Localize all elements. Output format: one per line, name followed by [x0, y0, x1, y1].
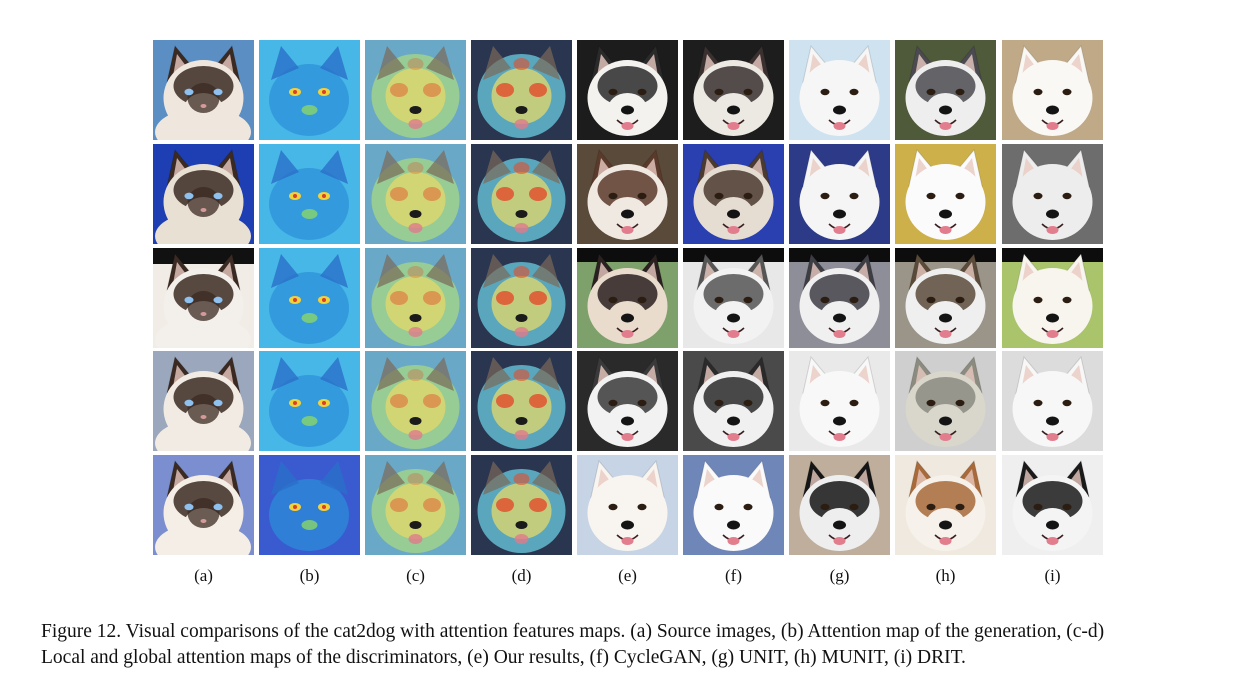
image-tile-cat [153, 248, 254, 348]
image-tile-dog [1002, 455, 1103, 555]
column-label: (d) [511, 566, 532, 585]
image-tile-cat [153, 455, 254, 555]
column-label: (g) [829, 566, 850, 585]
image-tile-dog [683, 248, 784, 348]
image-tile-dog [789, 455, 890, 555]
image-tile-cat [153, 40, 254, 140]
column-label: (h) [935, 566, 956, 585]
image-tile-cat [153, 351, 254, 451]
image-grid [153, 40, 1105, 555]
image-tile-dog [683, 144, 784, 244]
image-tile-dog [577, 248, 678, 348]
image-tile-dog [577, 40, 678, 140]
image-tile-dog [895, 248, 996, 348]
image-tile-dog [683, 455, 784, 555]
column-label: (a) [194, 566, 213, 585]
image-tile-heatL [365, 40, 466, 140]
column-label: (c) [406, 566, 425, 585]
caption-line-1: Figure 12. Visual comparisons of the cat… [41, 621, 1105, 642]
image-tile-dog [895, 455, 996, 555]
image-tile-heatL [365, 455, 466, 555]
image-tile-dog [895, 351, 996, 451]
image-tile-cat [153, 144, 254, 244]
image-tile-dog [1002, 248, 1103, 348]
image-tile-attn [259, 144, 360, 244]
image-tile-attn [259, 455, 360, 555]
column-label: (b) [299, 566, 320, 585]
image-tile-attn [259, 40, 360, 140]
image-tile-heatL [365, 248, 466, 348]
image-tile-heatL [365, 144, 466, 244]
image-tile-heatG [471, 40, 572, 140]
image-tile-dog [1002, 351, 1103, 451]
image-tile-heatG [471, 351, 572, 451]
image-tile-dog [789, 144, 890, 244]
image-tile-dog [1002, 144, 1103, 244]
image-tile-dog [895, 144, 996, 244]
image-tile-dog [895, 40, 996, 140]
column-label: (e) [618, 566, 637, 585]
image-tile-attn [259, 351, 360, 451]
caption-line-2: Local and global attention maps of the d… [41, 647, 966, 668]
image-tile-dog [577, 144, 678, 244]
image-tile-dog [1002, 40, 1103, 140]
image-tile-dog [789, 248, 890, 348]
image-tile-attn [259, 248, 360, 348]
image-tile-dog [577, 455, 678, 555]
image-tile-dog [577, 351, 678, 451]
column-label: (f) [725, 566, 742, 585]
column-label: (i) [1044, 566, 1061, 585]
image-tile-heatL [365, 351, 466, 451]
figure-caption: Figure 12. Visual comparisons of the cat… [41, 619, 1221, 671]
image-tile-heatG [471, 248, 572, 348]
image-tile-dog [683, 40, 784, 140]
image-tile-dog [789, 40, 890, 140]
image-tile-dog [683, 351, 784, 451]
image-tile-heatG [471, 144, 572, 244]
image-tile-dog [789, 351, 890, 451]
image-tile-heatG [471, 455, 572, 555]
